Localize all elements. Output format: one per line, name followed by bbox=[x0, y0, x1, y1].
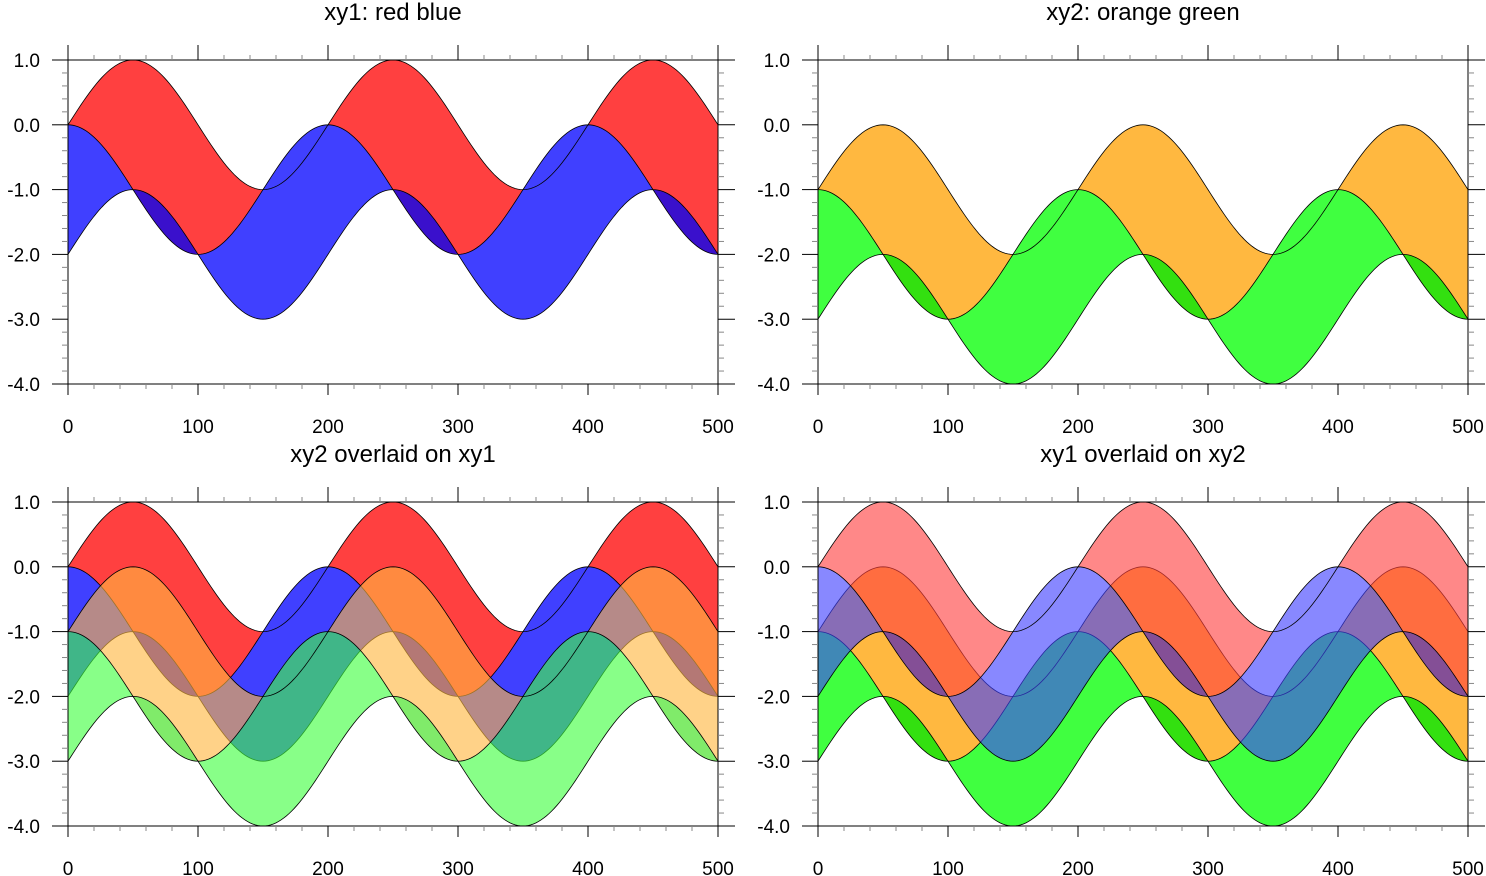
y-tick-label: -3.0 bbox=[757, 310, 790, 331]
y-tick-label: -2.0 bbox=[757, 245, 790, 266]
fill-above-y1-y2 bbox=[818, 124, 1468, 320]
panel-2: 0 100 200 300 400 500 1.0 0.0 -1.0 -2.0 -3.0 -4.0 xy… bbox=[757, 0, 1485, 438]
x-tick-label: 500 bbox=[702, 859, 734, 876]
chart-title: xy2: orange green bbox=[1046, 0, 1239, 26]
y-tick-label: 1.0 bbox=[764, 493, 790, 514]
series-line-xy2-y3 bbox=[817, 695, 1469, 827]
y-tick-label: -1.0 bbox=[7, 181, 40, 202]
y-tick-label: 1.0 bbox=[14, 493, 40, 514]
x-tick-label: 400 bbox=[572, 417, 604, 438]
x-tick-label: 500 bbox=[1452, 859, 1484, 876]
x-tick-label: 100 bbox=[182, 859, 214, 876]
x-tick-label: 200 bbox=[312, 859, 344, 876]
y-tick-label: 0.0 bbox=[14, 558, 40, 579]
y-tick-label: -4.0 bbox=[757, 817, 790, 838]
y-tick-label: 1.0 bbox=[14, 51, 40, 72]
series-line-xy2-y3 bbox=[67, 695, 719, 827]
y-tick-label: -2.0 bbox=[7, 245, 40, 266]
x-tick-label: 400 bbox=[1322, 859, 1354, 876]
axes bbox=[52, 45, 735, 395]
y-tick-label: 0.0 bbox=[14, 116, 40, 137]
series-line-xy2-y1 bbox=[817, 124, 1469, 255]
panel-4: 0 100 200 300 400 500 1.0 0.0 -1.0 -2.0 -3.0 -4.0 xy… bbox=[757, 441, 1485, 876]
fill-above-y1-y2 bbox=[68, 60, 718, 255]
fill-above-y2-y3 bbox=[68, 124, 718, 320]
x-tick-label: 200 bbox=[312, 417, 344, 438]
chart-title: xy1: red blue bbox=[324, 0, 461, 26]
fill-above-y2-y3 bbox=[68, 631, 718, 826]
fill-above-y2-y3 bbox=[818, 189, 1468, 384]
axes bbox=[52, 487, 735, 837]
y-tick-label: -1.0 bbox=[757, 623, 790, 644]
chart-title: xy1 overlaid on xy2 bbox=[1040, 441, 1245, 468]
x-tick-label: 0 bbox=[813, 417, 824, 438]
y-tick-label: -2.0 bbox=[757, 687, 790, 708]
y-tick-label: -4.0 bbox=[7, 817, 40, 838]
x-tick-label: 0 bbox=[63, 859, 74, 876]
x-tick-label: 200 bbox=[1062, 417, 1094, 438]
y-tick-label: -4.0 bbox=[757, 375, 790, 396]
x-tick-label: 300 bbox=[1192, 417, 1224, 438]
axes bbox=[802, 487, 1485, 837]
x-tick-label: 300 bbox=[442, 417, 474, 438]
fill-above-y1-y2 bbox=[68, 566, 718, 762]
x-tick-label: 0 bbox=[813, 859, 824, 876]
y-tick-label: 0.0 bbox=[764, 116, 790, 137]
series-line-xy2-y1 bbox=[67, 566, 719, 697]
y-tick-label: 0.0 bbox=[764, 558, 790, 579]
x-tick-label: 500 bbox=[1452, 417, 1484, 438]
fill-above-y1-y2 bbox=[818, 502, 1468, 697]
y-tick-label: -3.0 bbox=[757, 752, 790, 773]
y-tick-label: -4.0 bbox=[7, 375, 40, 396]
chart-title: xy2 overlaid on xy1 bbox=[290, 441, 495, 468]
y-tick-label: -3.0 bbox=[7, 752, 40, 773]
x-tick-label: 0 bbox=[63, 417, 74, 438]
x-tick-label: 100 bbox=[182, 417, 214, 438]
fill-above-y2-y3 bbox=[818, 566, 1468, 762]
x-tick-label: 300 bbox=[1192, 859, 1224, 876]
x-tick-label: 400 bbox=[1322, 417, 1354, 438]
x-tick-label: 400 bbox=[572, 859, 604, 876]
y-tick-label: -1.0 bbox=[7, 623, 40, 644]
series-line-xy1-y3 bbox=[817, 631, 1469, 762]
y-tick-label: -3.0 bbox=[7, 310, 40, 331]
y-tick-label: -2.0 bbox=[7, 687, 40, 708]
x-tick-label: 100 bbox=[932, 417, 964, 438]
layer-xy1 bbox=[68, 60, 718, 320]
x-tick-label: 500 bbox=[702, 417, 734, 438]
x-tick-label: 100 bbox=[932, 859, 964, 876]
series-line-xy2-y3 bbox=[817, 253, 1469, 385]
panel-1: 0 100 200 300 400 500 1.0 0.0 -1.0 -2.0 -3.0 -4.0 xy… bbox=[7, 0, 735, 438]
series-line-xy1-y3 bbox=[67, 189, 719, 320]
x-tick-label: 300 bbox=[442, 859, 474, 876]
y-tick-label: 1.0 bbox=[764, 51, 790, 72]
x-tick-label: 200 bbox=[1062, 859, 1094, 876]
axes bbox=[802, 45, 1485, 395]
y-tick-label: -1.0 bbox=[757, 181, 790, 202]
panel-3: 0 100 200 300 400 500 1.0 0.0 -1.0 -2.0 -3.0 -4.0 xy… bbox=[7, 441, 735, 876]
